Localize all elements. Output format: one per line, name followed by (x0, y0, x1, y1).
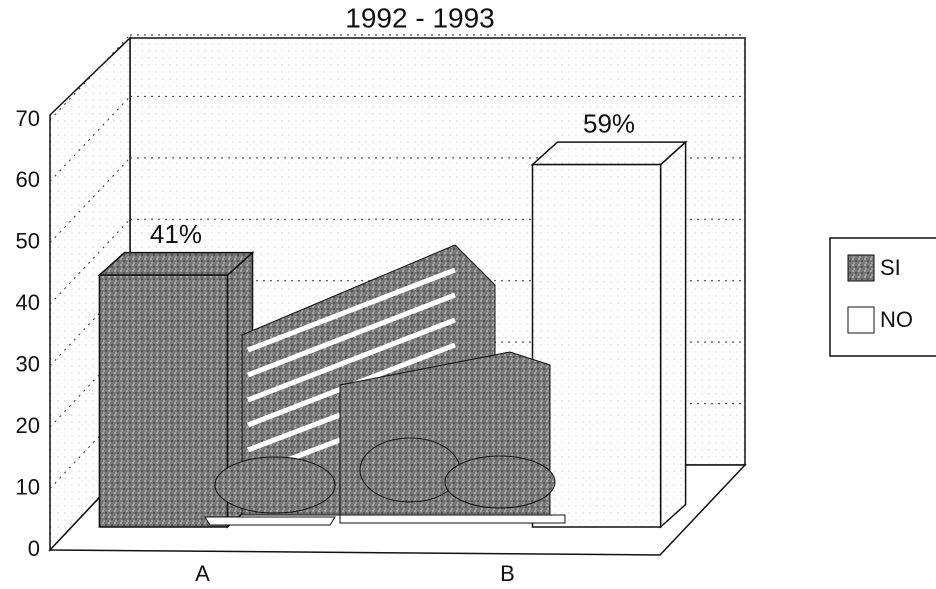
y-tick-label: 0 (28, 536, 40, 561)
y-tick-label: 50 (16, 229, 40, 254)
legend-swatch (848, 255, 874, 281)
bar-top (99, 253, 252, 276)
y-tick-label: 70 (16, 106, 40, 131)
y-tick-label: 10 (16, 474, 40, 499)
bar-side (661, 142, 686, 527)
bar-top (533, 142, 686, 165)
x-tick-label: A (195, 561, 210, 586)
y-tick-label: 60 (16, 167, 40, 192)
chart: 1992 - 1993 0 10 20 30 40 50 60 70 A B 41% 59% SI NO (0, 0, 936, 589)
y-tick-label: 20 (16, 413, 40, 438)
page: {"chart_data": {"type": "bar3d", "title"… (0, 0, 936, 589)
legend-label: SI (880, 255, 901, 280)
x-tick-label: B (500, 561, 515, 586)
bar (99, 275, 227, 527)
legend-swatch (848, 307, 874, 333)
y-tick-label: 40 (16, 290, 40, 315)
y-tick-label: 30 (16, 352, 40, 377)
legend-label: NO (880, 307, 913, 332)
chart-title: 1992 - 1993 (345, 2, 494, 33)
value-label: 41% (150, 219, 202, 249)
value-label: 59% (583, 108, 635, 138)
